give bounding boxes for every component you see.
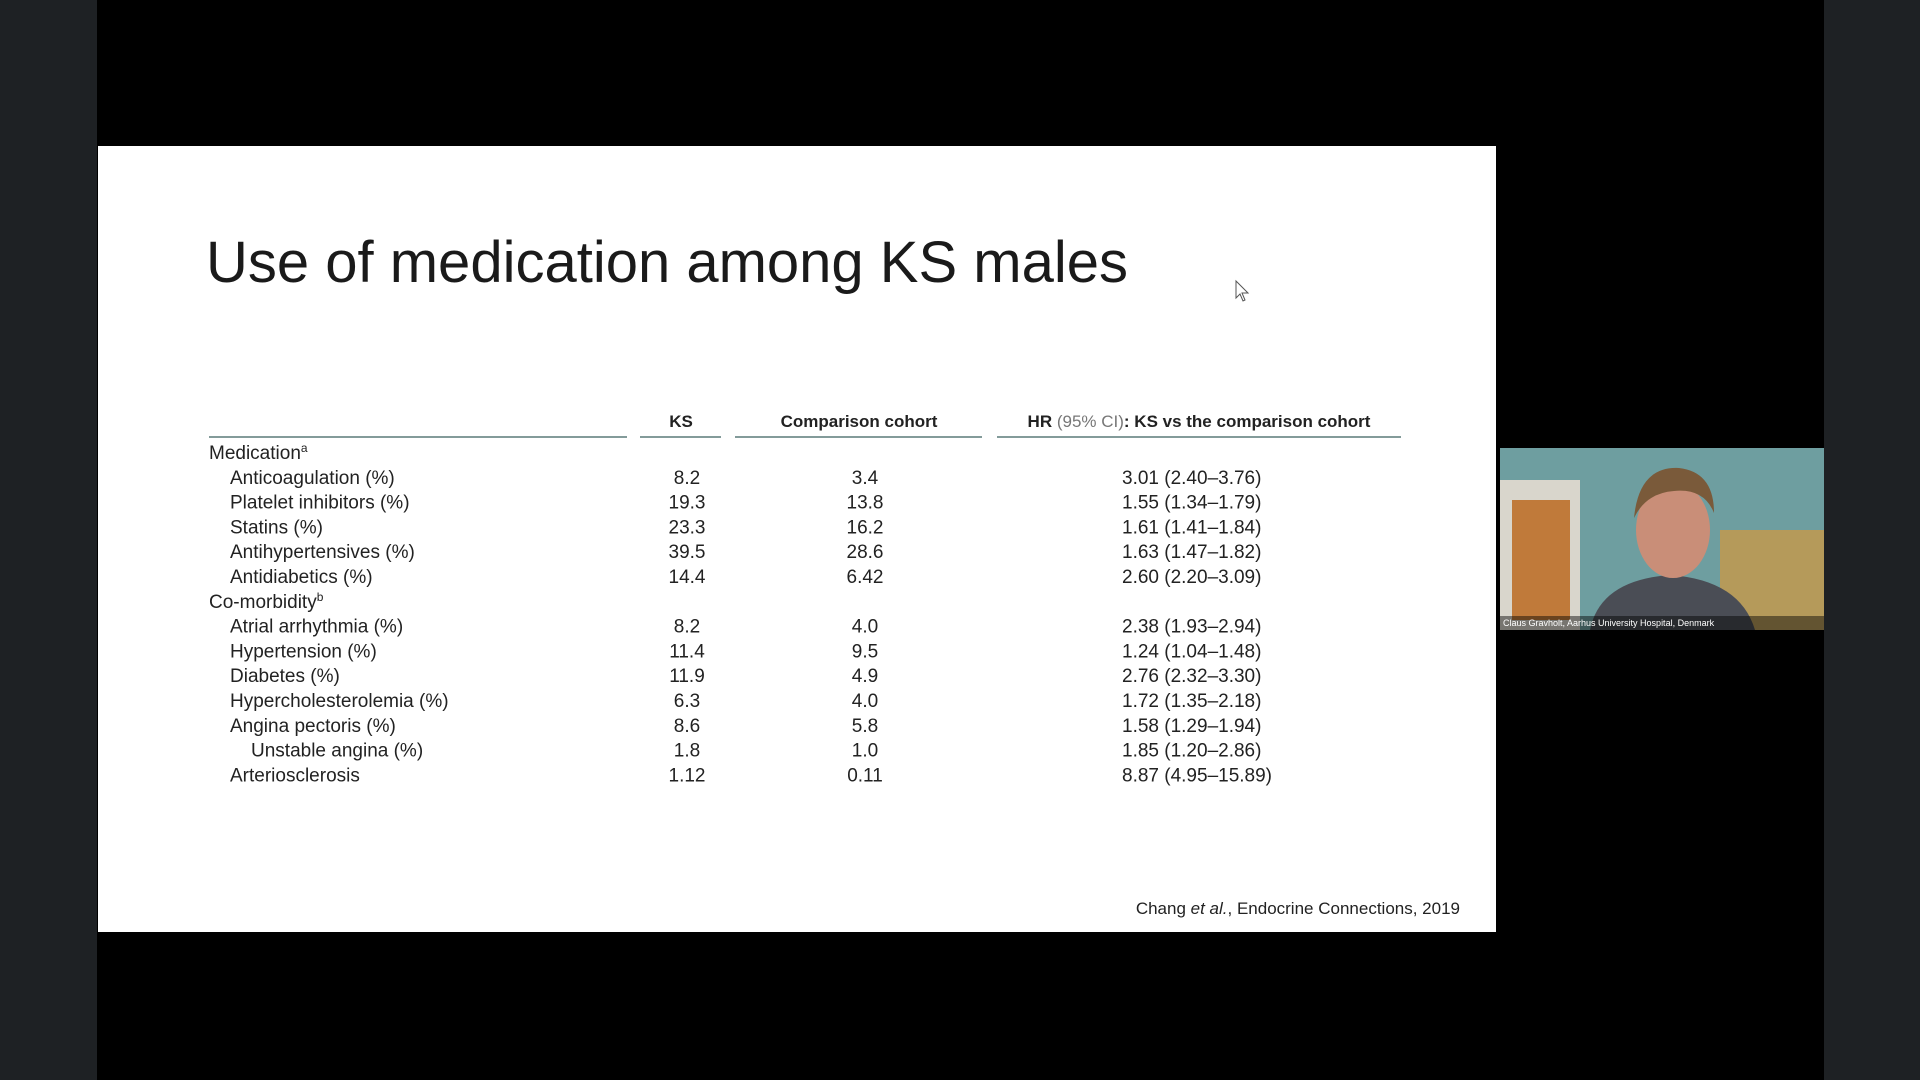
comparison-value: 6.42 <box>847 567 884 588</box>
row-label: Diabetes (%) <box>230 666 340 687</box>
webcam-person-head <box>1636 482 1710 578</box>
row-label: Statins (%) <box>230 517 323 538</box>
hr-value: 1.85 (1.20–2.86) <box>1122 741 1261 762</box>
row-label: Atrial arrhythmia (%) <box>230 617 403 638</box>
comparison-value: 13.8 <box>847 493 884 514</box>
hr-value: 2.76 (2.32–3.30) <box>1122 666 1261 687</box>
hr-value: 1.61 (1.41–1.84) <box>1122 517 1261 538</box>
ks-value: 8.2 <box>674 468 700 489</box>
comparison-value: 4.9 <box>852 666 878 687</box>
comparison-value: 28.6 <box>847 542 884 563</box>
comparison-value: 4.0 <box>852 691 878 712</box>
ks-value: 11.4 <box>669 641 705 662</box>
row-label: Hypertension (%) <box>230 641 377 662</box>
row-label: Unstable angina (%) <box>251 741 423 762</box>
hr-value: 1.24 (1.04–1.48) <box>1122 641 1261 662</box>
comparison-value: 16.2 <box>847 517 884 538</box>
section-label-text: Co-morbidity <box>209 592 317 613</box>
hr-value: 1.72 (1.35–2.18) <box>1122 691 1261 712</box>
comparison-value: 3.4 <box>852 468 879 489</box>
section-superscript: b <box>317 590 324 604</box>
header-comparison: Comparison cohort <box>781 412 938 431</box>
slide <box>98 146 1496 932</box>
row-label: Anticoagulation (%) <box>230 468 395 489</box>
row-label: Antidiabetics (%) <box>230 567 373 588</box>
hr-value: 8.87 (4.95–15.89) <box>1122 765 1272 786</box>
ks-value: 1.8 <box>674 741 700 762</box>
webcam-person-body <box>1590 575 1755 630</box>
mouse-cursor <box>1235 279 1250 302</box>
citation-etal: et al. <box>1191 899 1228 918</box>
header-hr-bold: HR <box>1028 412 1053 431</box>
citation-author: Chang <box>1136 899 1191 918</box>
ks-value: 8.6 <box>674 716 700 737</box>
row-label: Platelet inhibitors (%) <box>230 493 410 514</box>
header-hr: HR (95% CI): KS vs the comparison cohort <box>1028 412 1371 431</box>
right-panel <box>1824 0 1920 1080</box>
ks-value: 39.5 <box>669 542 706 563</box>
webcam-person-hair <box>1634 467 1714 518</box>
comparison-value: 4.0 <box>852 617 878 638</box>
comparison-value: 5.8 <box>852 716 878 737</box>
row-label: Arteriosclerosis <box>230 765 360 786</box>
ks-value: 14.4 <box>669 567 706 588</box>
hr-value: 1.58 (1.29–1.94) <box>1122 716 1261 737</box>
ks-value: 1.12 <box>669 765 706 786</box>
ks-value: 19.3 <box>669 493 706 514</box>
comparison-value: 0.11 <box>847 765 883 786</box>
row-label: Angina pectoris (%) <box>230 716 396 737</box>
citation-source: , Endocrine Connections, 2019 <box>1228 899 1461 918</box>
hr-value: 1.55 (1.34–1.79) <box>1122 493 1261 514</box>
header-hr-rest: : KS vs the comparison cohort <box>1124 412 1371 431</box>
webcam-caption: Claus Gravholt, Aarhus University Hospit… <box>1503 618 1715 628</box>
citation: Chang et al., Endocrine Connections, 201… <box>1136 899 1460 918</box>
ks-value: 6.3 <box>674 691 700 712</box>
ks-value: 8.2 <box>674 617 700 638</box>
section-label: Medicationa <box>209 441 308 464</box>
hr-value: 2.38 (1.93–2.94) <box>1122 617 1261 638</box>
section-superscript: a <box>301 441 308 455</box>
comparison-value: 9.5 <box>852 641 878 662</box>
hr-value: 2.60 (2.20–3.09) <box>1122 567 1261 588</box>
row-label: Antihypertensives (%) <box>230 542 415 563</box>
ks-value: 11.9 <box>669 666 705 687</box>
table: KS Comparison cohort HR (95% CI): KS vs … <box>209 412 1401 786</box>
header-ks: KS <box>669 412 693 431</box>
row-label: Hypercholesterolemia (%) <box>230 691 449 712</box>
slide-title: Use of medication among KS males <box>206 230 1128 295</box>
webcam: Claus Gravholt, Aarhus University Hospit… <box>1500 448 1824 630</box>
comparison-value: 1.0 <box>852 741 878 762</box>
hr-value: 3.01 (2.40–3.76) <box>1122 468 1261 489</box>
webcam-window-light <box>1512 500 1570 620</box>
section-label-text: Medication <box>209 443 301 464</box>
section-label: Co-morbidityb <box>209 590 324 613</box>
left-panel <box>0 0 97 1080</box>
header-hr-ci: (95% CI) <box>1052 412 1124 431</box>
webcam-caption-bar <box>1500 616 1824 630</box>
hr-value: 1.63 (1.47–1.82) <box>1122 542 1261 563</box>
ks-value: 23.3 <box>669 517 706 538</box>
